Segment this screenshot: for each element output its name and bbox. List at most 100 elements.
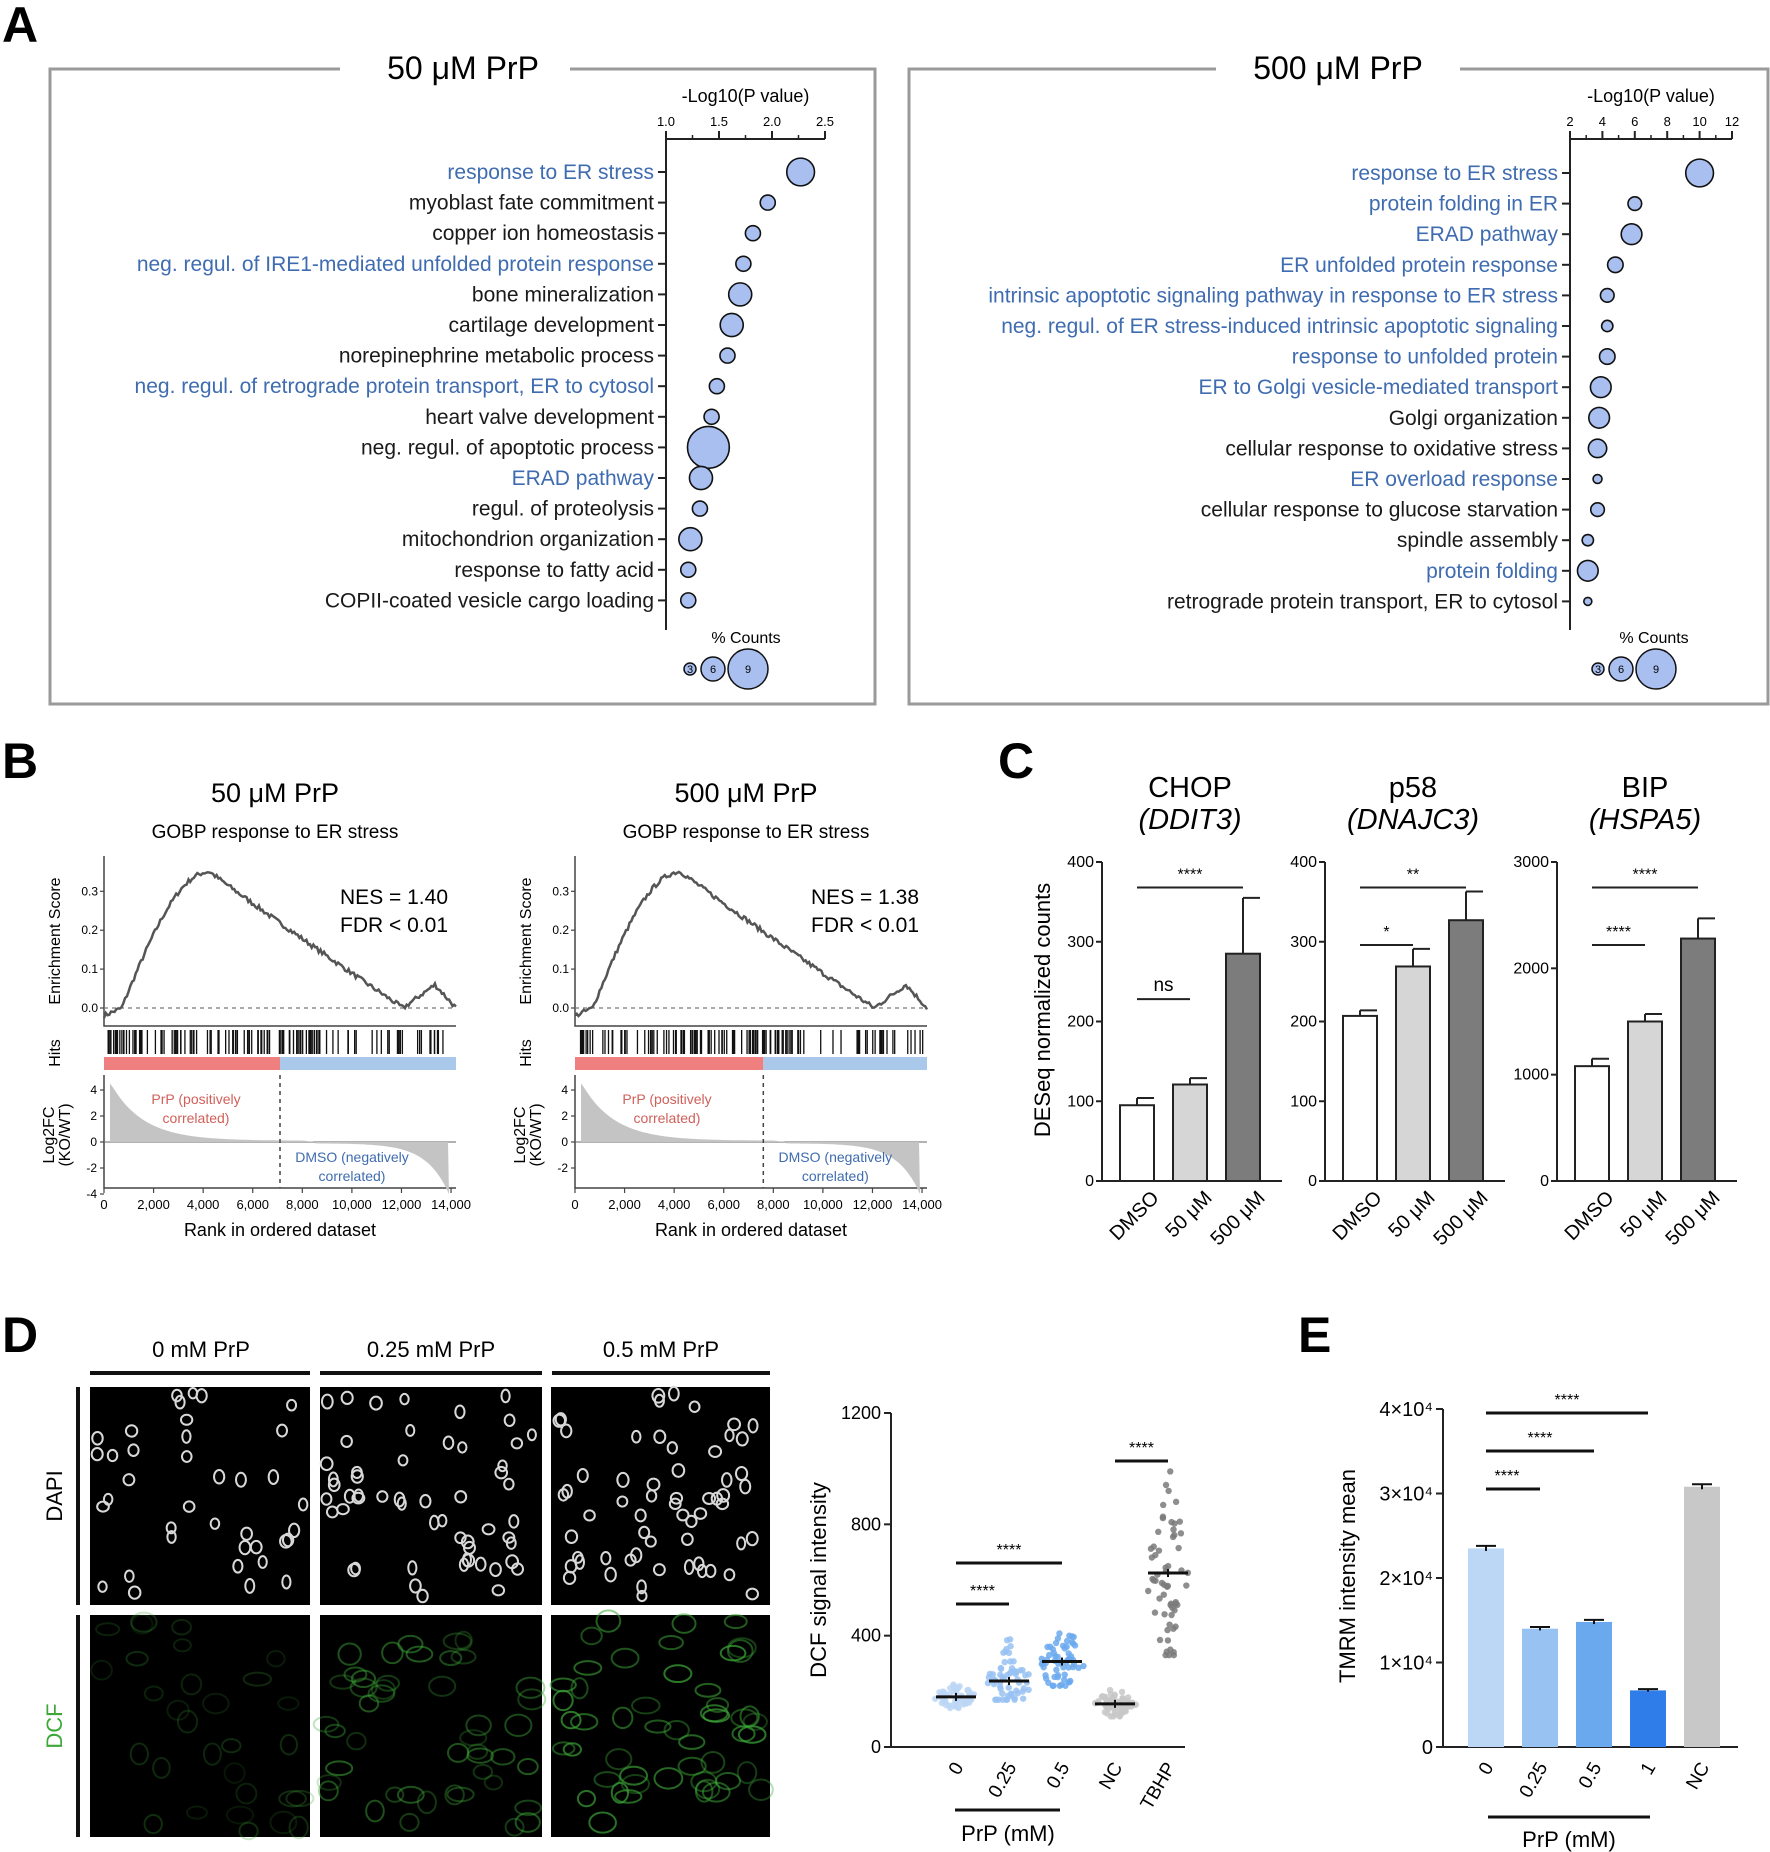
y-tick-label: 1×10⁴ (1379, 1653, 1433, 1675)
nucleus (232, 1558, 244, 1574)
nucleus (494, 1465, 509, 1480)
cell (279, 1733, 299, 1756)
cell (737, 1725, 767, 1744)
bubble-point (719, 312, 745, 338)
fc-tick-label: -2 (86, 1161, 97, 1175)
data-point (1046, 1643, 1054, 1650)
data-point (955, 1704, 962, 1712)
dcf-image (551, 1615, 770, 1837)
cell (349, 1677, 378, 1698)
panel-d-chart: DCF signal intensity 0 400 800 1200 0 0.25 0.5 N… (806, 1403, 1192, 1846)
nucleus (288, 1522, 301, 1539)
data-point (1155, 1528, 1162, 1536)
cell (143, 1685, 164, 1702)
nucleus (416, 1588, 429, 1604)
nucleus (90, 1446, 104, 1462)
hits-ylabel: Hits (47, 1039, 64, 1067)
dcf-image (90, 1615, 310, 1837)
y-tick-label: 2×10⁴ (1379, 1568, 1433, 1590)
data-point (1159, 1513, 1167, 1520)
cell (337, 1642, 362, 1666)
panel-a-right-frame (907, 67, 1770, 706)
cell (472, 1763, 494, 1780)
cell (152, 1756, 171, 1779)
bar (1576, 1621, 1612, 1747)
cell (551, 1741, 576, 1756)
bubble-point (688, 465, 714, 491)
y-tick-label: 1000 (1513, 1067, 1549, 1084)
bar (1468, 1548, 1504, 1747)
data-point (1151, 1609, 1159, 1616)
size-legend-value: 6 (1618, 664, 1624, 676)
negative-bar (763, 1057, 927, 1070)
negative-label-2: correlated) (802, 1168, 869, 1184)
data-point (1169, 1533, 1177, 1541)
bubble-point (708, 377, 726, 395)
panel-a-right-chart: -Log10(P value) 2 4 6 8 10 12 response to ER st… (988, 86, 1739, 690)
term-label: protein folding in ER (1369, 193, 1558, 216)
term-label: response to unfolded protein (1292, 346, 1558, 369)
fc-ylabel-1: Log2FC (512, 1107, 529, 1164)
data-point (1005, 1684, 1012, 1691)
nucleus (564, 1559, 578, 1574)
gsea-title: 500 μM PrP (674, 778, 817, 808)
dapi-image (551, 1387, 770, 1605)
significance-label: **** (1633, 867, 1658, 884)
nucleus (106, 1448, 119, 1463)
cell (748, 1778, 774, 1802)
bubble-point (727, 282, 753, 307)
term-label: mitochondrion organization (402, 528, 654, 551)
term-label: response to fatty acid (454, 559, 654, 582)
nucleus (564, 1529, 579, 1545)
bubble-point (1583, 596, 1593, 607)
fc-ylabel-2: (KO/WT) (57, 1103, 74, 1166)
cell (399, 1812, 420, 1832)
nucleus (187, 1387, 199, 1400)
data-point (1183, 1582, 1190, 1589)
nucleus (616, 1495, 629, 1508)
x-tick-label: 1 (1637, 1759, 1660, 1779)
nucleus (91, 1430, 104, 1446)
panel-a-left-chart: -Log10(P value) 1.0 1.5 2.0 2.5 response to E… (135, 86, 834, 690)
data-point (1054, 1672, 1062, 1679)
cell (166, 1699, 190, 1721)
cell (143, 1813, 163, 1835)
nucleus (213, 1469, 226, 1485)
nes-label: NES = 1.40 (340, 886, 448, 909)
nucleus (653, 1429, 667, 1445)
cell (396, 1785, 425, 1804)
nucleus (510, 1437, 524, 1450)
nucleus (249, 1539, 263, 1555)
nucleus (297, 1497, 309, 1512)
nucleus (376, 1490, 389, 1503)
cell (560, 1710, 582, 1730)
nucleus (179, 1413, 194, 1426)
bar (1172, 1083, 1208, 1182)
nucleus (97, 1580, 108, 1593)
es-curve (102, 871, 457, 1019)
fc-tick-label: 0 (90, 1135, 97, 1149)
panel-label-a: A (2, 0, 38, 53)
nes-label: NES = 1.38 (811, 886, 919, 909)
nucleus (734, 1465, 749, 1482)
data-point (1147, 1545, 1155, 1552)
nucleus (340, 1434, 353, 1448)
fc-ylabel-1: Log2FC (41, 1107, 58, 1164)
fdr-label: FDR < 0.01 (811, 914, 919, 937)
data-point (1068, 1638, 1076, 1646)
nucleus (350, 1469, 364, 1484)
data-point (1061, 1671, 1068, 1678)
positive-bar (575, 1057, 764, 1070)
cell (202, 1692, 230, 1715)
significance-label: **** (1528, 1430, 1553, 1447)
es-tick-label: 0.0 (81, 1001, 98, 1015)
panel-d-col-label-1: 0.25 mM PrP (367, 1337, 495, 1362)
term-label: protein folding (1426, 560, 1558, 583)
y-tick-label: 800 (851, 1514, 881, 1534)
nucleus (454, 1404, 466, 1420)
cell (446, 1742, 470, 1763)
y-tick-label: 0 (1308, 1173, 1317, 1190)
fc-negative-area (786, 1142, 920, 1194)
nucleus (526, 1428, 537, 1442)
x-tick-label: 2,000 (137, 1197, 170, 1212)
